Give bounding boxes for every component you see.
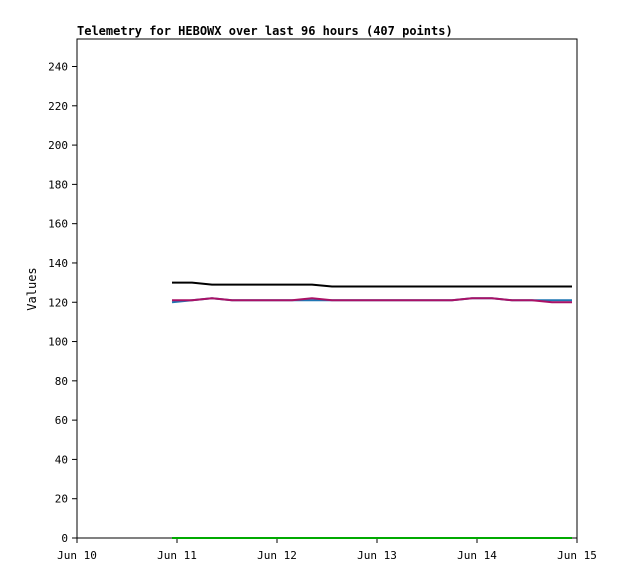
- x-tick-label: Jun 14: [457, 549, 497, 562]
- series-line-2: [172, 297, 572, 304]
- y-tick-label: 180: [48, 178, 68, 191]
- x-tick-label: Jun 13: [357, 549, 397, 562]
- y-tick-label: 60: [55, 414, 68, 427]
- y-tick-label: 240: [48, 61, 68, 74]
- series-line-0: [172, 281, 572, 288]
- x-axis-ticks: Jun 10 Jun 11 Jun 12 Jun 13 Jun 14 Jun 15: [57, 538, 597, 562]
- y-tick-label: 100: [48, 336, 68, 349]
- x-tick-label: Jun 15: [557, 549, 597, 562]
- y-tick-label: 20: [55, 493, 68, 506]
- series-layer: [171, 281, 572, 539]
- y-axis-ticks: 0 20 40 60 80 100 120 140 160 180 200 220 240: [48, 61, 77, 545]
- y-tick-label: 160: [48, 218, 68, 231]
- y-tick-label: 220: [48, 100, 68, 113]
- x-tick-label: Jun 10: [57, 549, 97, 562]
- y-tick-label: 140: [48, 257, 68, 270]
- x-tick-label: Jun 12: [257, 549, 297, 562]
- y-tick-label: 40: [55, 453, 68, 466]
- x-tick-label: Jun 11: [157, 549, 197, 562]
- y-tick-label: 120: [48, 296, 68, 309]
- y-axis-label: Values: [25, 267, 39, 310]
- y-tick-label: 0: [61, 532, 68, 545]
- y-tick-label: 200: [48, 139, 68, 152]
- y-tick-label: 80: [55, 375, 68, 388]
- chart-title: Telemetry for HEBOWX over last 96 hours …: [77, 24, 453, 38]
